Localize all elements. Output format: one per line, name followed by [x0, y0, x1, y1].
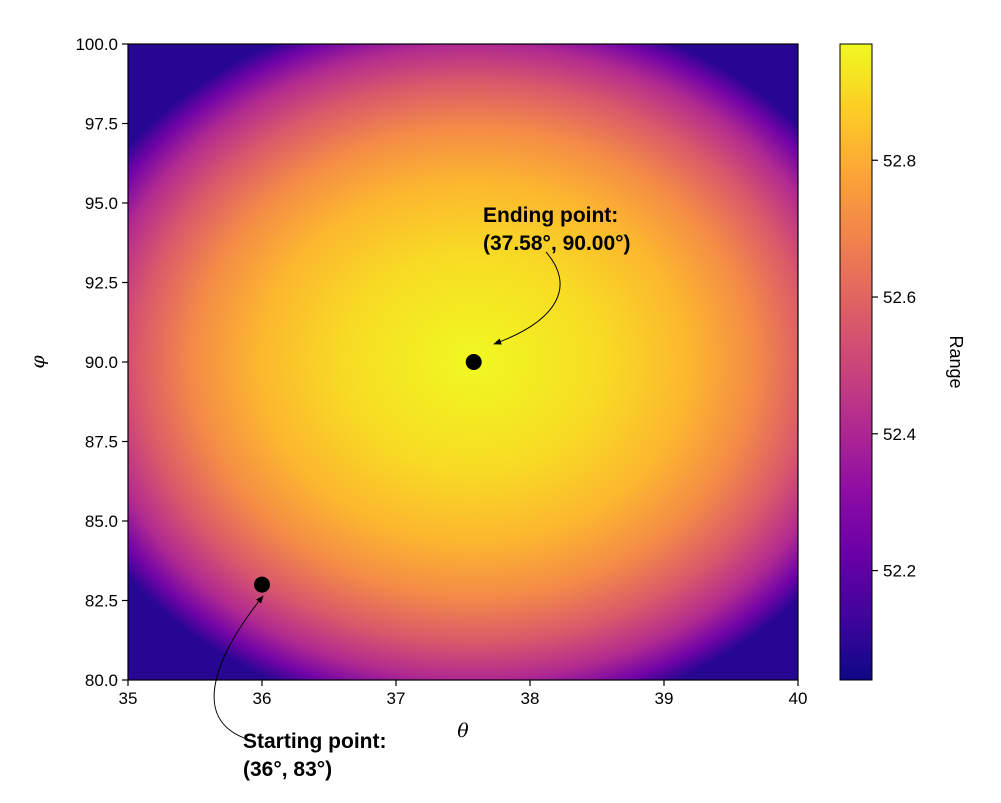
colorbar-ticks: 52.2 52.4 52.6 52.8	[872, 151, 916, 581]
y-axis: 80.0 82.5 85.0 87.5 90.0 92.5 95.0 97.5 100.0	[75, 35, 128, 690]
x-tick-label: 35	[119, 689, 138, 708]
y-axis-label: φ	[27, 355, 49, 369]
y-tick-label: 82.5	[85, 592, 118, 611]
colorbar-tick-label: 52.6	[883, 288, 916, 307]
ending-point-label-coords: (37.58°, 90.00°)	[483, 232, 631, 255]
y-tick-label: 100.0	[75, 35, 118, 54]
colorbar-label: Range	[946, 335, 966, 388]
x-axis-label: θ	[457, 720, 469, 742]
starting-point-label-coords: (36°, 83°)	[243, 758, 332, 781]
ending-point-label-title: Ending point:	[483, 204, 618, 227]
end-arrow	[493, 251, 561, 345]
x-tick-label: 39	[655, 689, 674, 708]
x-tick-label: 37	[387, 689, 406, 708]
x-tick-label: 40	[789, 689, 808, 708]
y-tick-label: 80.0	[85, 671, 118, 690]
colorbar	[839, 43, 873, 681]
colorbar-tick-label: 52.2	[883, 562, 916, 581]
y-tick-label: 97.5	[85, 115, 118, 134]
y-tick-label: 87.5	[85, 433, 118, 452]
start-arrow	[213, 595, 264, 741]
heatmap-field	[128, 44, 798, 680]
ending-point-marker	[465, 354, 482, 370]
y-tick-label: 92.5	[85, 274, 118, 293]
starting-point-marker	[254, 576, 270, 593]
colorbar-tick-label: 52.4	[883, 425, 916, 444]
y-tick-label: 85.0	[85, 512, 118, 531]
x-axis: 35 36 37 38 39 40	[119, 680, 808, 708]
x-tick-label: 38	[521, 689, 540, 708]
starting-point-label-title: Starting point:	[243, 730, 386, 753]
x-tick-label: 36	[253, 689, 272, 708]
y-tick-label: 90.0	[85, 353, 118, 372]
colorbar-tick-label: 52.8	[883, 151, 916, 170]
y-tick-label: 95.0	[85, 194, 118, 213]
